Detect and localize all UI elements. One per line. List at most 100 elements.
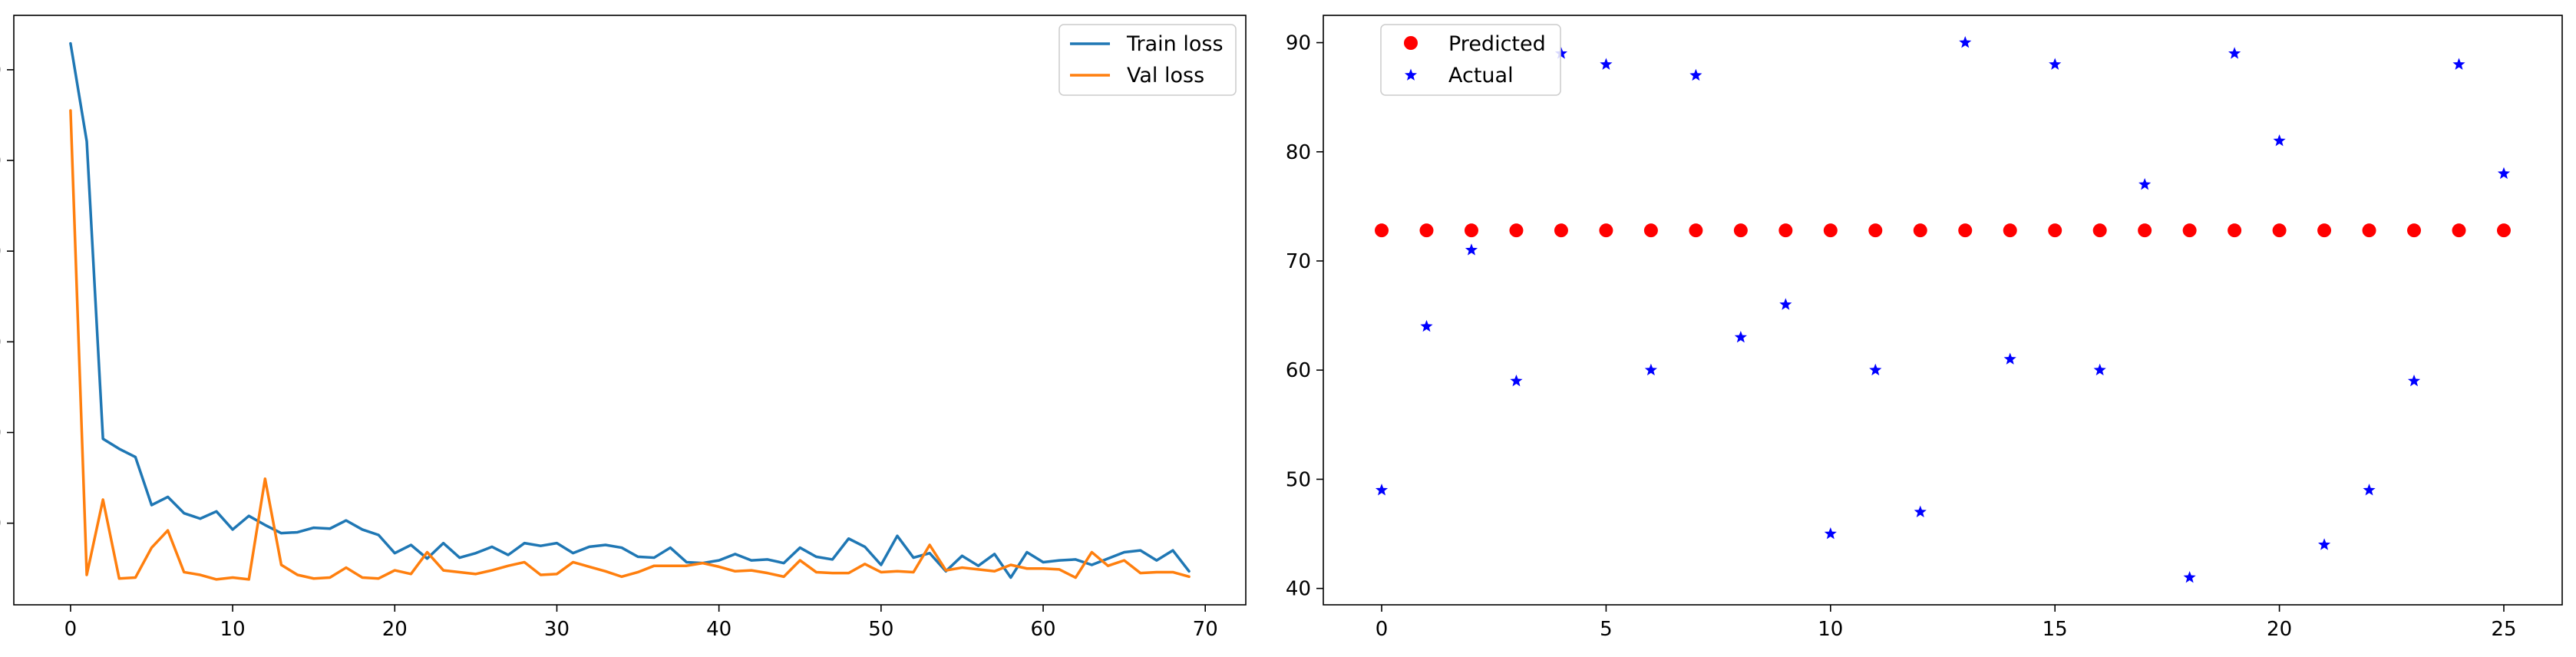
- y-tick-label: 40: [1286, 578, 1311, 601]
- actual-point: [1375, 484, 1389, 496]
- actual-point: [1420, 319, 1433, 332]
- x-tick-label: 15: [2043, 618, 2068, 641]
- loss-x-axis-ticks: 0 10 20 30 40 50 60 70: [64, 605, 1218, 641]
- x-tick-label: 10: [220, 618, 246, 641]
- predicted-point: [1509, 223, 1524, 238]
- predicted-point: [1554, 223, 1568, 238]
- actual-point: [2317, 538, 2331, 550]
- predicted-point: [1958, 223, 1973, 238]
- predicted-point: [2048, 223, 2062, 238]
- legend-label-val-loss: Val loss: [1127, 64, 1204, 87]
- legend-label-actual: Actual: [1448, 64, 1514, 87]
- x-tick-label: 60: [1030, 618, 1055, 641]
- actual-point: [2363, 484, 2376, 496]
- x-tick-label: 25: [2491, 618, 2516, 641]
- y-tick-label: 30: [0, 422, 2, 445]
- actual-point: [1914, 505, 1927, 517]
- y-tick-label: 40: [0, 331, 2, 354]
- actual-point: [1824, 527, 1837, 540]
- y-tick-label: 70: [0, 59, 2, 82]
- loss-plot-frame: [13, 15, 1247, 606]
- predicted-point: [1868, 223, 1883, 238]
- legend-label-train-loss: Train loss: [1126, 32, 1224, 56]
- predicted-point: [1689, 223, 1703, 238]
- loss-legend: Train loss Val loss: [1058, 24, 1237, 96]
- predicted-point: [1464, 223, 1478, 238]
- predicted-point: [2496, 223, 2511, 238]
- prediction-plot-frame: [1323, 15, 2563, 606]
- predicted-point: [2182, 223, 2197, 238]
- loss-y-axis-ticks: 20 30 40 50 60 70: [0, 59, 14, 536]
- predicted-point: [2003, 223, 2017, 238]
- x-tick-label: 30: [544, 618, 570, 641]
- actual-point: [1644, 363, 1657, 376]
- legend-swatch-predicted: [1404, 36, 1418, 50]
- loss-chart: 0 10 20 30 40 50 60 70 20 30 40 50 60 70 Train loss …: [0, 15, 1247, 641]
- y-tick-label: 80: [1286, 141, 1311, 164]
- actual-point: [1869, 363, 1882, 376]
- actual-point: [1779, 298, 1792, 310]
- x-tick-label: 20: [2267, 618, 2292, 641]
- actual-point: [1510, 374, 1523, 387]
- prediction-chart: 0 5 10 15 20 25 40 50 60 70 80 90 Predicted Actual: [1286, 15, 2563, 641]
- y-tick-label: 90: [1286, 32, 1311, 55]
- actual-point: [2228, 47, 2241, 59]
- series-line-val-loss: [69, 109, 1191, 581]
- series-line-train-loss: [69, 41, 1191, 579]
- predicted-point: [2362, 223, 2376, 238]
- actual-point: [1465, 243, 1478, 256]
- legend-swatch-actual: [1404, 68, 1418, 81]
- actual-point: [2003, 352, 2016, 365]
- prediction-points: [1375, 36, 2511, 583]
- predicted-point: [1375, 223, 1389, 238]
- actual-point: [2273, 134, 2286, 147]
- y-tick-label: 20: [0, 513, 2, 536]
- y-tick-label: 50: [1286, 468, 1311, 491]
- predicted-point: [1599, 223, 1613, 238]
- actual-point: [1600, 58, 1613, 70]
- actual-point: [2138, 177, 2152, 190]
- predicted-point: [1913, 223, 1927, 238]
- x-tick-label: 40: [706, 618, 732, 641]
- predicted-point: [1778, 223, 1793, 238]
- x-tick-label: 0: [64, 618, 78, 641]
- predicted-point: [2407, 223, 2422, 238]
- x-tick-label: 0: [1376, 618, 1389, 641]
- actual-point: [2497, 167, 2511, 180]
- loss-series-lines: [69, 41, 1191, 581]
- prediction-y-axis-ticks: 40 50 60 70 80 90: [1286, 32, 1323, 601]
- y-tick-label: 60: [1286, 359, 1311, 382]
- actual-point: [1554, 47, 1568, 59]
- predicted-point: [1733, 223, 1748, 238]
- predicted-point: [1643, 223, 1658, 238]
- prediction-x-axis-ticks: 0 5 10 15 20 25: [1376, 605, 2517, 641]
- legend-box: [1380, 24, 1561, 96]
- x-tick-label: 20: [382, 618, 408, 641]
- actual-point: [2049, 58, 2062, 70]
- actual-point: [2183, 570, 2196, 583]
- actual-point: [1959, 36, 1972, 48]
- x-tick-label: 50: [868, 618, 893, 641]
- x-tick-label: 10: [1818, 618, 1843, 641]
- actual-point: [1734, 331, 1747, 343]
- predicted-point: [2452, 223, 2466, 238]
- actual-point: [2452, 58, 2465, 70]
- predicted-point: [2272, 223, 2287, 238]
- predicted-point: [2228, 223, 2242, 238]
- predicted-point: [2092, 223, 2107, 238]
- x-tick-label: 5: [1600, 618, 1613, 641]
- actual-point: [2407, 374, 2421, 387]
- y-tick-label: 50: [0, 240, 2, 263]
- x-tick-label: 70: [1193, 618, 1218, 641]
- prediction-legend: Predicted Actual: [1380, 24, 1561, 96]
- predicted-point: [1419, 223, 1434, 238]
- predicted-point: [2138, 223, 2152, 238]
- actual-point: [2093, 363, 2106, 376]
- actual-point: [1689, 68, 1702, 81]
- predicted-point: [2317, 223, 2332, 238]
- y-tick-label: 60: [0, 150, 2, 173]
- predicted-point: [1823, 223, 1838, 238]
- y-tick-label: 70: [1286, 250, 1311, 273]
